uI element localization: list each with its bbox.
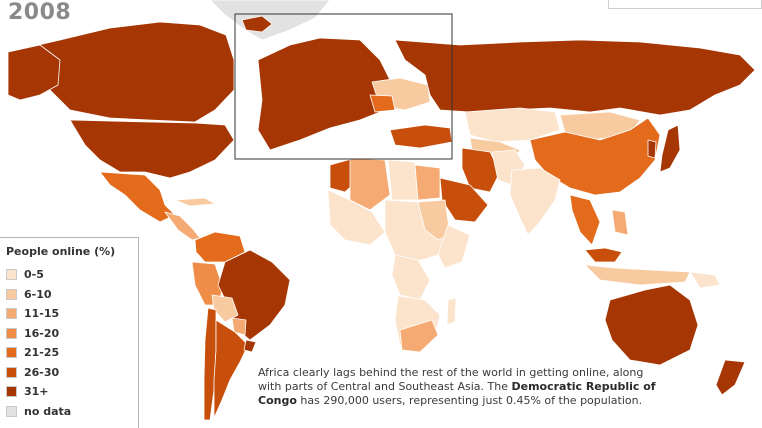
- legend-item: 31+: [6, 382, 71, 402]
- region-paraguay[interactable]: [231, 317, 247, 336]
- legend-item: 6-10: [6, 285, 71, 305]
- region-india[interactable]: [509, 167, 561, 236]
- caption-text-1: Africa clearly lags behind the rest of t…: [258, 366, 644, 393]
- region-libya[interactable]: [387, 159, 419, 201]
- legend-item: 21-25: [6, 343, 71, 363]
- region-west-africa[interactable]: [327, 189, 386, 246]
- top-right-tab: [608, 0, 762, 9]
- region-philippines[interactable]: [611, 209, 629, 236]
- region-turkey[interactable]: [389, 124, 453, 149]
- region-thailand-vietnam[interactable]: [569, 194, 601, 246]
- caption-highlight: Democratic Republic of Congo: [258, 380, 656, 407]
- legend-swatch: [6, 386, 17, 398]
- region-greenland[interactable]: [209, 0, 331, 41]
- legend-swatch: [6, 308, 17, 320]
- legend-label: 0-5: [24, 268, 44, 282]
- legend: People online (%) 0-5 6-10 11-15 16-20 2…: [0, 237, 139, 428]
- legend-item: 26-30: [6, 363, 71, 383]
- legend-item: no data: [6, 402, 71, 422]
- region-western-europe[interactable]: [257, 37, 396, 151]
- legend-label: 11-15: [24, 307, 60, 321]
- legend-item: 0-5: [6, 265, 71, 285]
- caption-text-2: has 290,000 users, representing just 0.4…: [296, 394, 643, 407]
- legend-swatch: [6, 347, 17, 359]
- region-argentina[interactable]: [213, 319, 249, 419]
- legend-label: 26-30: [24, 365, 60, 379]
- region-malaysia[interactable]: [584, 247, 623, 263]
- legend-label: 31+: [24, 385, 49, 399]
- region-canada[interactable]: [7, 21, 235, 123]
- region-iran[interactable]: [461, 147, 501, 193]
- region-dr-congo[interactable]: [391, 254, 431, 301]
- region-japan[interactable]: [659, 124, 681, 173]
- legend-label: 16-20: [24, 326, 60, 340]
- region-papua[interactable]: [689, 271, 721, 289]
- region-australia[interactable]: [604, 284, 699, 366]
- legend-label: 6-10: [24, 287, 52, 301]
- legend-item: 16-20: [6, 324, 71, 344]
- region-egypt[interactable]: [414, 164, 441, 201]
- legend-swatch: [6, 366, 17, 378]
- legend-list: 0-5 6-10 11-15 16-20 21-25 26-30 31+ no: [6, 265, 71, 421]
- region-iceland[interactable]: [241, 15, 273, 33]
- legend-swatch: [6, 327, 17, 339]
- region-kazakhstan[interactable]: [464, 107, 561, 143]
- legend-swatch: [6, 405, 17, 417]
- legend-swatch: [6, 288, 17, 300]
- region-new-zealand[interactable]: [715, 359, 746, 396]
- legend-title: People online (%): [6, 245, 116, 258]
- region-algeria[interactable]: [349, 157, 391, 211]
- region-south-africa[interactable]: [399, 319, 439, 353]
- region-bolivia[interactable]: [211, 294, 239, 323]
- region-east-africa[interactable]: [437, 224, 471, 269]
- legend-label: 21-25: [24, 346, 60, 360]
- region-russia[interactable]: [394, 39, 756, 116]
- legend-label: no data: [24, 404, 72, 418]
- region-caribbean[interactable]: [174, 197, 216, 207]
- region-central-america[interactable]: [164, 211, 201, 241]
- year-title: 2008: [8, 0, 72, 25]
- region-brazil[interactable]: [217, 249, 291, 341]
- region-alaska[interactable]: [7, 44, 61, 101]
- legend-swatch: [6, 269, 17, 281]
- region-indonesia[interactable]: [584, 264, 691, 286]
- region-mexico[interactable]: [99, 171, 176, 223]
- region-usa[interactable]: [69, 119, 235, 179]
- map-caption: Africa clearly lags behind the rest of t…: [258, 366, 658, 408]
- region-uruguay[interactable]: [243, 339, 257, 353]
- region-korea[interactable]: [647, 139, 657, 159]
- region-madagascar[interactable]: [446, 297, 457, 326]
- europe-inset-frame: [234, 13, 453, 160]
- legend-item: 11-15: [6, 304, 71, 324]
- region-romania[interactable]: [369, 94, 396, 113]
